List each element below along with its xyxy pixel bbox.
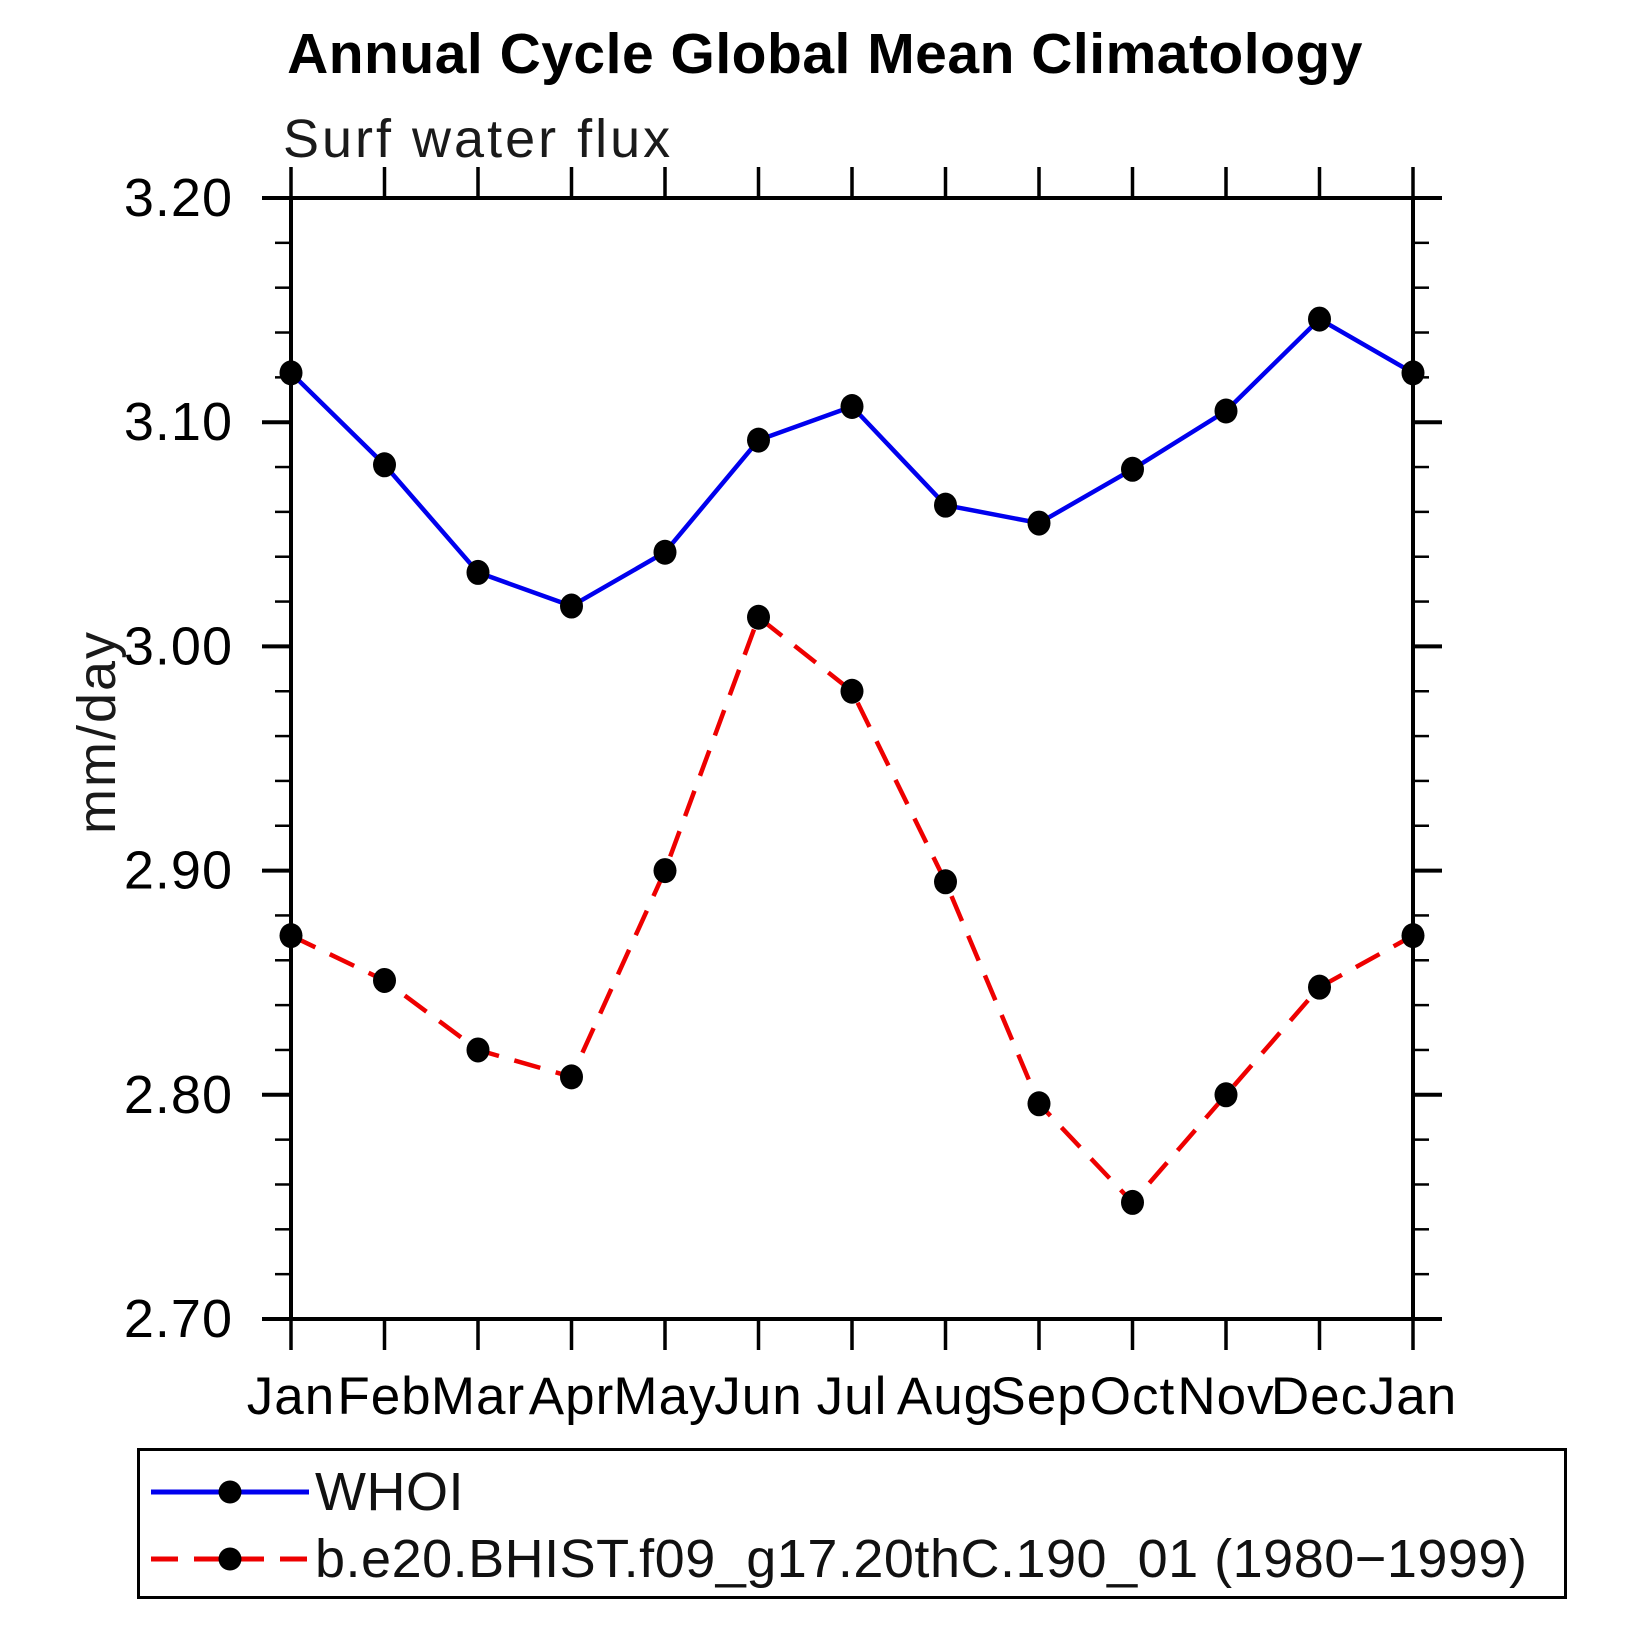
x-axis-tick-label: May — [613, 1367, 716, 1426]
data-point-marker-1 — [1214, 1082, 1238, 1108]
data-point-marker-0 — [1308, 306, 1331, 332]
y-axis-tick-label: 2.70 — [124, 1289, 233, 1349]
data-point-marker-0 — [1401, 360, 1425, 386]
legend-marker-dot-icon — [218, 1480, 242, 1504]
data-point-marker-0 — [747, 427, 770, 453]
y-axis-tick-label: 2.90 — [124, 841, 233, 901]
legend-label-whoi: WHOI — [315, 1462, 464, 1522]
data-point-marker-0 — [466, 559, 490, 585]
series-line-0 — [289, 316, 1415, 609]
x-axis-tick-label: Jan — [247, 1367, 335, 1426]
legend-line-sample-solid — [151, 1480, 309, 1504]
data-point-marker-1 — [1121, 1189, 1144, 1215]
plot-frame — [289, 196, 1415, 1321]
data-point-marker-0 — [1214, 398, 1238, 424]
data-point-marker-1 — [840, 678, 864, 704]
legend-line-sample-dashed — [151, 1547, 309, 1571]
legend: WHOI b.e20.BHIST.f09_g17.20thC.190_01 (1… — [137, 1448, 1567, 1599]
data-point-marker-1 — [279, 923, 303, 949]
data-point-marker-0 — [1027, 510, 1051, 536]
x-axis-tick-label: Nov — [1177, 1367, 1274, 1426]
x-axis-tick-label: Sep — [990, 1367, 1087, 1426]
x-axis-tick-label: Oct — [1090, 1367, 1175, 1426]
data-point-marker-1 — [747, 604, 770, 630]
data-point-marker-1 — [373, 967, 396, 993]
data-point-marker-1 — [1401, 923, 1425, 949]
data-point-marker-0 — [1121, 456, 1144, 482]
series-line-1 — [290, 615, 1415, 1205]
x-axis-tick-label: Dec — [1271, 1367, 1368, 1426]
x-axis-tick-label: Jul — [817, 1367, 888, 1426]
x-axis-tick-label: Apr — [529, 1367, 614, 1426]
x-axis-tick-label: Jan — [1369, 1367, 1457, 1426]
data-point-marker-1 — [560, 1064, 583, 1090]
legend-marker-dot-icon — [218, 1547, 242, 1571]
data-point-marker-0 — [560, 593, 583, 619]
legend-entry-whoi: WHOI — [145, 1465, 464, 1519]
y-axis-tick-label: 3.00 — [124, 616, 233, 676]
data-point-marker-0 — [934, 492, 957, 518]
x-axis-tick-label: Mar — [431, 1367, 525, 1426]
data-point-marker-1 — [1308, 974, 1331, 1000]
data-point-marker-1 — [653, 858, 677, 884]
x-axis-tick-label: Jun — [714, 1367, 802, 1426]
data-point-marker-0 — [840, 394, 864, 420]
chart-title: Annual Cycle Global Mean Climatology — [287, 22, 1363, 86]
data-point-marker-1 — [934, 869, 957, 895]
x-axis-tick-label: Aug — [897, 1367, 994, 1426]
data-point-marker-0 — [279, 360, 303, 386]
data-point-marker-1 — [466, 1037, 490, 1063]
data-point-marker-1 — [1027, 1091, 1051, 1117]
chart-subtitle: Surf water flux — [283, 109, 674, 169]
data-point-marker-0 — [373, 452, 396, 478]
y-axis-tick-label: 2.80 — [124, 1065, 233, 1125]
y-axis-tick-label: 3.20 — [124, 168, 233, 228]
legend-entry-model: b.e20.BHIST.f09_g17.20thC.190_01 (1980−1… — [145, 1532, 1527, 1586]
legend-label-model: b.e20.BHIST.f09_g17.20thC.190_01 (1980−1… — [315, 1529, 1528, 1589]
y-axis-tick-label: 3.10 — [124, 392, 233, 452]
data-point-marker-0 — [653, 539, 677, 565]
x-axis-tick-label: Feb — [337, 1367, 431, 1426]
